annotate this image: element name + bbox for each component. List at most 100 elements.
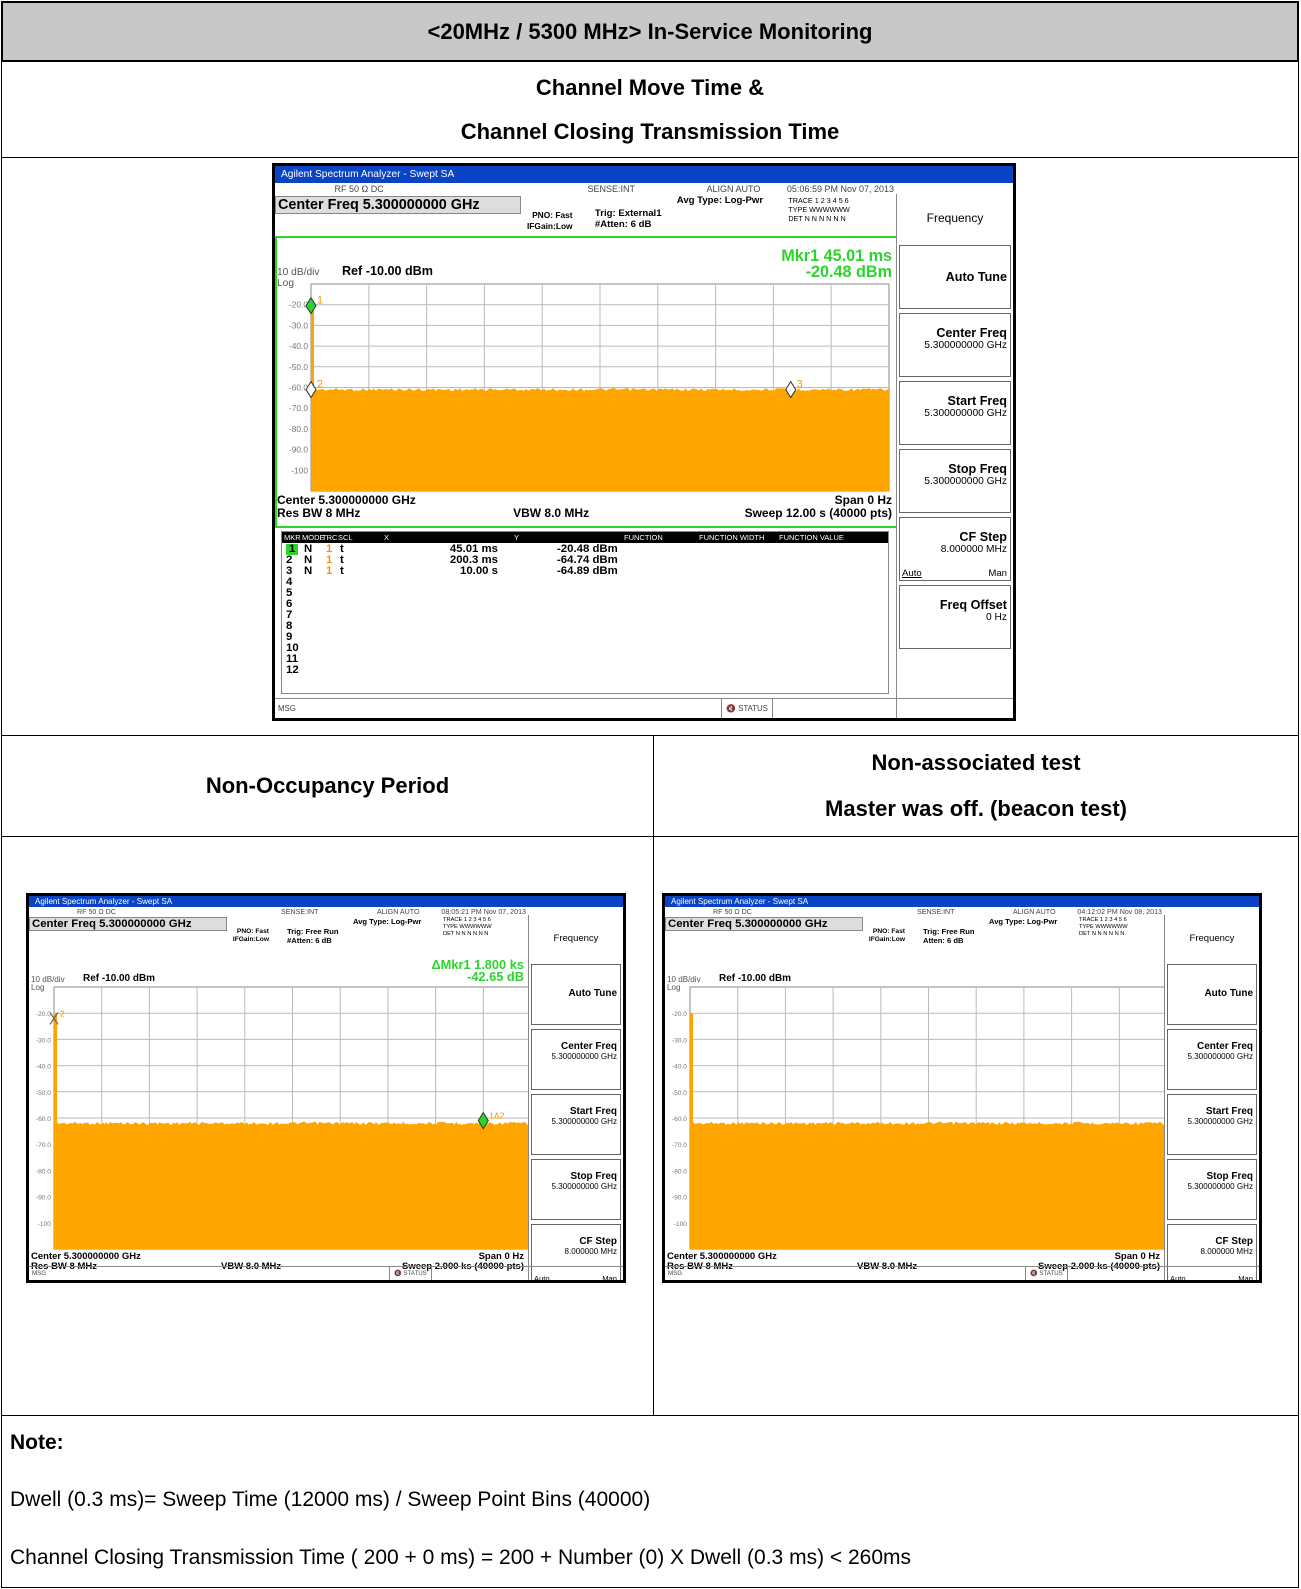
speaker-mute-icon: 🔇: [394, 1270, 402, 1277]
trig-label: Trig: Free Run #Atten: 6 dB: [287, 926, 339, 945]
cf-step-man[interactable]: Man: [1238, 1273, 1253, 1283]
marker-table-row[interactable]: 7: [282, 609, 888, 621]
center-freq-key-value: 5.300000000 GHz: [551, 1052, 617, 1062]
y-tick-label: -90.0: [672, 1195, 687, 1202]
status-strip: RF 50 Ω DC SENSE:INT ALIGN AUTO 08:05:21 PM…: [29, 907, 528, 917]
y-tick-label: -80.0: [289, 424, 308, 434]
marker-table-row[interactable]: 8: [282, 620, 888, 632]
start-freq-key-value: 5.300000000 GHz: [924, 408, 1007, 420]
stop-freq-key[interactable]: Stop Freq 5.300000000 GHz: [1167, 1158, 1257, 1220]
freq-offset-key[interactable]: Freq Offset 0 Hz: [899, 585, 1011, 649]
pno-label: PNO: Fast IFGain:Low: [868, 928, 905, 944]
center-freq-field[interactable]: Center Freq 5.300000000 GHz: [29, 917, 227, 932]
cf-step-key-value: 8.000000 MHz: [940, 544, 1007, 556]
marker-table-row[interactable]: 11: [282, 653, 888, 665]
y-tick-label: -80.0: [672, 1168, 687, 1175]
stop-freq-key[interactable]: Stop Freq 5.300000000 GHz: [899, 449, 1011, 513]
table-cell: t: [340, 543, 344, 555]
marker-diamond-3: [785, 380, 797, 399]
center-freq-key-label: Center Freq: [1197, 1041, 1253, 1053]
softkey-panel: Frequency Auto Tune Center Freq 5.300000000…: [528, 915, 623, 1280]
table-header-cell: X: [384, 533, 390, 542]
center-freq-key-label: Center Freq: [561, 1041, 617, 1053]
start-freq-key[interactable]: Start Freq 5.300000000 GHz: [531, 1093, 621, 1155]
cf-step-key[interactable]: CF Step 8.000000 MHz Auto Man: [531, 1223, 621, 1283]
table-cell: 7: [286, 609, 293, 621]
marker-table-row[interactable]: 2 N 1 t 200.3 ms -64.74 dBm: [282, 554, 888, 566]
stop-freq-key-value: 5.300000000 GHz: [924, 476, 1007, 488]
center-freq-key[interactable]: Center Freq 5.300000000 GHz: [1167, 1028, 1257, 1090]
center-freq-key[interactable]: Center Freq 5.300000000 GHz: [899, 313, 1011, 377]
start-freq-key[interactable]: Start Freq 5.300000000 GHz: [899, 381, 1011, 445]
auto-tune-key[interactable]: Auto Tune: [531, 963, 621, 1025]
marker-label-1Δ2: 1Δ2: [489, 1111, 504, 1121]
analyzer-screenshot-main: Agilent Spectrum Analyzer - Swept SA RF 5…: [272, 163, 1016, 721]
status-indicator[interactable]: 🔇 STATUS: [1025, 1267, 1068, 1280]
stop-freq-key-label: Stop Freq: [1206, 1171, 1253, 1183]
softkey-menu-title: Frequency: [1189, 933, 1235, 944]
status-strip: RF 50 Ω DC SENSE:INT ALIGN AUTO 05:06:59 PM…: [275, 183, 896, 196]
cf-step-auto[interactable]: Auto: [902, 568, 922, 579]
avg-type: Avg Type: Log-Pwr: [989, 917, 1058, 926]
softkey-menu-title: Frequency: [553, 933, 599, 944]
marker-label-1: 1: [317, 295, 323, 307]
rf-status: RF 50 Ω DC: [713, 908, 752, 916]
trace-plot: -20.0 -30.0 -40.0 -50.0 -60.0 -70.0 -80.0 -90.0…: [36, 986, 532, 1250]
table-cell: t: [340, 565, 344, 577]
table-cell: N: [304, 554, 313, 566]
marker-table-row[interactable]: 1 N 1 t 45.01 ms -20.48 dBm: [282, 543, 888, 555]
cf-step-man[interactable]: Man: [602, 1273, 617, 1283]
start-freq-key-label: Start Freq: [1205, 1106, 1253, 1118]
stop-freq-key[interactable]: Stop Freq 5.300000000 GHz: [531, 1158, 621, 1220]
marker-table-row[interactable]: 12: [282, 664, 888, 676]
center-freq-field[interactable]: Center Freq 5.300000000 GHz: [275, 196, 521, 214]
y-tick-label: -50.0: [289, 362, 308, 372]
trace-det-info: TRACE 1 2 3 4 5 6 TYPE WWWWWW DET N N N N …: [443, 917, 545, 938]
table-cell: 10: [286, 642, 299, 654]
marker-readout: ΔMkr1 1.800 ks -42.65 dB: [431, 958, 524, 985]
stop-freq-key-label: Stop Freq: [570, 1171, 617, 1183]
trace-noise-fill: [54, 1013, 531, 1249]
y-tick-label: -30.0: [672, 1037, 687, 1044]
pno-label: PNO: Fast IFGain:Low: [526, 210, 573, 231]
status-indicator[interactable]: 🔇 STATUS: [721, 699, 773, 718]
table-cell: 6: [286, 598, 293, 610]
span-label: Span 0 Hz: [478, 1251, 524, 1262]
center-freq-field[interactable]: Center Freq 5.300000000 GHz: [665, 917, 863, 932]
start-freq-key-value: 5.300000000 GHz: [551, 1117, 617, 1127]
note-closing-time: Channel Closing Transmission Time ( 200 …: [10, 1546, 912, 1569]
cf-step-auto[interactable]: Auto: [1170, 1273, 1186, 1283]
marker-table-row[interactable]: 3 N 1 t 10.00 s -64.89 dBm: [282, 565, 888, 577]
auto-tune-key[interactable]: Auto Tune: [899, 245, 1011, 309]
marker-table-row[interactable]: 6: [282, 598, 888, 610]
y-tick-label: -70.0: [289, 403, 308, 413]
marker-table-row[interactable]: 5: [282, 587, 888, 599]
cf-step-mode: Auto Man: [1170, 1273, 1253, 1283]
marker-table-row[interactable]: 4: [282, 576, 888, 588]
cf-step-key[interactable]: CF Step 8.000000 MHz Auto Man: [1167, 1223, 1257, 1283]
center-freq-key[interactable]: Center Freq 5.300000000 GHz: [531, 1028, 621, 1090]
type-row: TYPE WWWWWW: [1079, 924, 1128, 931]
y-tick-label: -20.0: [289, 300, 308, 310]
softkey-panel: Frequency Auto Tune Center Freq 5.300000000…: [896, 194, 1013, 718]
marker-label-3: 3: [797, 379, 803, 391]
marker-table-row[interactable]: 10: [282, 642, 888, 654]
ref-level: Ref -10.00 dBm: [83, 972, 156, 984]
cf-step-auto[interactable]: Auto: [534, 1273, 550, 1283]
marker-readout-x: Mkr1 45.01 ms: [781, 247, 892, 265]
freq-offset-key-value: 0 Hz: [986, 612, 1007, 624]
table-cell: 9: [286, 631, 293, 643]
marker-table-row[interactable]: 9: [282, 631, 888, 643]
start-freq-key[interactable]: Start Freq 5.300000000 GHz: [1167, 1093, 1257, 1155]
auto-tune-key[interactable]: Auto Tune: [1167, 963, 1257, 1025]
marker-x-2: [49, 1012, 59, 1025]
table-cell: t: [340, 554, 344, 566]
cf-step-man[interactable]: Man: [988, 568, 1007, 579]
status-indicator[interactable]: 🔇 STATUS: [389, 1267, 432, 1280]
y-tick-label: -100: [674, 1221, 688, 1228]
softkey-panel: Frequency Auto Tune Center Freq 5.300000000…: [1164, 915, 1259, 1280]
trace-plot: -20.0 -30.0 -40.0 -50.0 -60.0 -70.0 -80.0 -90.0…: [289, 283, 890, 492]
cf-step-key[interactable]: CF Step 8.000000 MHz Auto Man: [899, 517, 1011, 581]
window-title-bar: Agilent Spectrum Analyzer - Swept SA: [665, 896, 1259, 907]
ref-level: Ref -10.00 dBm: [341, 264, 433, 279]
